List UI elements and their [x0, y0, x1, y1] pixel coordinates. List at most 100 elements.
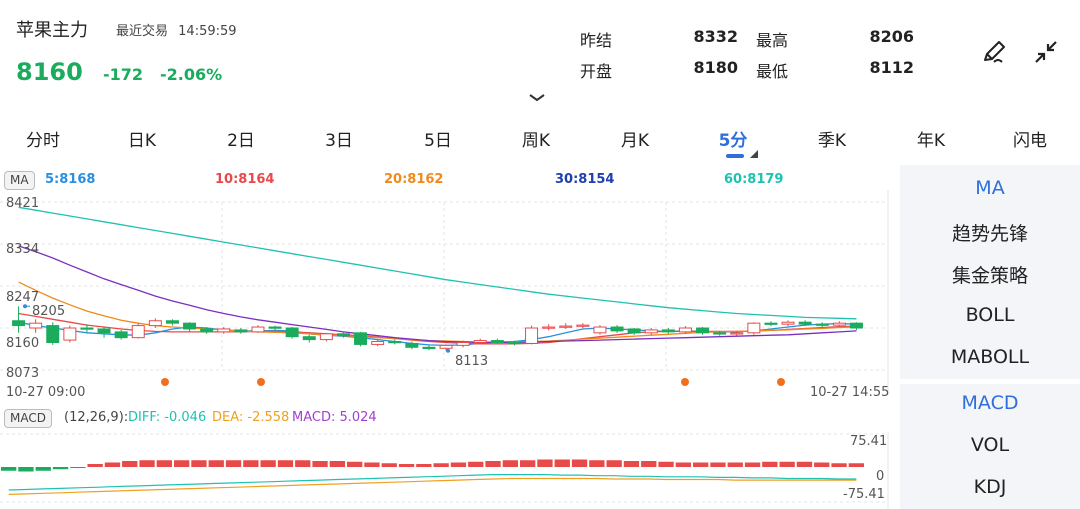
macd-bar	[433, 463, 449, 467]
macd-axis-bottom: -75.41	[843, 487, 885, 502]
candle[interactable]	[80, 324, 94, 333]
candle[interactable]	[456, 340, 470, 348]
tab-7[interactable]: 5分	[718, 131, 748, 151]
collapse-arrows-icon[interactable]	[1028, 34, 1064, 70]
candle[interactable]	[490, 338, 504, 345]
indicator-boll[interactable]: BOLL	[965, 304, 1015, 326]
macd-chart[interactable]	[0, 432, 895, 509]
indicator-vol[interactable]: VOL	[970, 434, 1010, 456]
candle[interactable]	[354, 331, 368, 347]
stat-value-prev-settle: 8332	[693, 27, 738, 46]
candle[interactable]	[593, 325, 607, 335]
candle[interactable]	[439, 344, 453, 351]
candle[interactable]	[114, 329, 128, 340]
tab-4[interactable]: 5日	[424, 131, 452, 151]
event-dot[interactable]	[257, 378, 265, 386]
event-dot[interactable]	[777, 378, 785, 386]
macd-bar	[381, 463, 397, 467]
candle[interactable]	[388, 339, 402, 345]
candle[interactable]	[165, 319, 179, 326]
macd-bar	[156, 460, 172, 467]
tab-6[interactable]: 月K	[620, 131, 650, 151]
candle[interactable]	[644, 328, 658, 335]
indicator-trend-pioneer[interactable]: 趋势先锋	[951, 223, 1028, 245]
macd-bar	[347, 461, 363, 467]
stat-label-open: 开盘	[580, 62, 613, 81]
indicator-panel	[900, 165, 1080, 509]
event-dot[interactable]	[161, 378, 169, 386]
tab-2[interactable]: 2日	[227, 131, 255, 151]
candle[interactable]	[661, 328, 675, 334]
macd-bar	[796, 461, 813, 467]
candle[interactable]	[302, 334, 316, 343]
ma-badge[interactable]: MA	[4, 171, 35, 190]
tab-0[interactable]: 分时	[26, 131, 60, 151]
draw-pen-icon[interactable]	[976, 34, 1012, 70]
candle[interactable]	[696, 327, 710, 335]
candle[interactable]	[183, 322, 197, 332]
candle[interactable]	[285, 327, 299, 339]
last-price: 8160	[16, 58, 83, 86]
candle[interactable]	[371, 339, 385, 347]
tab-dropdown-icon[interactable]	[750, 143, 758, 162]
panel-divider	[900, 379, 1080, 384]
tab-1[interactable]: 日K	[127, 131, 157, 151]
candle[interactable]	[29, 319, 43, 333]
candle[interactable]	[268, 325, 282, 330]
chevron-down-icon[interactable]	[529, 88, 545, 107]
candlestick-chart[interactable]	[0, 190, 895, 405]
candle[interactable]	[336, 331, 350, 338]
candle[interactable]	[542, 324, 556, 331]
candle[interactable]	[627, 328, 641, 335]
candle[interactable]	[713, 330, 727, 336]
candle[interactable]	[747, 322, 761, 335]
dea-line	[8, 477, 857, 495]
indicator-macd[interactable]: MACD	[961, 392, 1019, 414]
candle[interactable]	[46, 322, 60, 345]
candle[interactable]	[832, 321, 846, 328]
macd-bar	[243, 460, 259, 467]
candle[interactable]	[781, 320, 795, 327]
indicator-maboll[interactable]: MABOLL	[950, 346, 1030, 368]
candle[interactable]	[234, 328, 248, 334]
ma-value-3: 30:8154	[555, 172, 615, 187]
price-axis-label: 8334	[6, 242, 40, 257]
tab-9[interactable]: 年K	[916, 131, 946, 151]
macd-bar	[623, 461, 640, 467]
candle[interactable]	[97, 327, 111, 338]
candle[interactable]	[507, 340, 521, 346]
candle[interactable]	[730, 330, 744, 336]
candle[interactable]	[473, 338, 487, 345]
candle[interactable]	[63, 325, 77, 343]
event-dot[interactable]	[681, 378, 689, 386]
tab-8[interactable]: 季K	[817, 131, 847, 151]
candle[interactable]	[525, 325, 539, 345]
indicator-gold-strategy[interactable]: 集金策略	[951, 265, 1028, 287]
candle[interactable]	[610, 325, 624, 333]
candle[interactable]	[576, 323, 590, 328]
candle[interactable]	[217, 327, 231, 334]
candle[interactable]	[849, 322, 863, 330]
macd-badge[interactable]: MACD	[4, 409, 52, 428]
candle[interactable]	[200, 327, 214, 334]
indicator-kdj[interactable]: KDJ	[973, 476, 1007, 498]
candle[interactable]	[815, 322, 829, 328]
candle[interactable]	[148, 318, 162, 328]
indicator-ma[interactable]: MA	[975, 177, 1005, 199]
candle[interactable]	[764, 321, 778, 327]
candle[interactable]	[131, 323, 145, 339]
candle[interactable]	[405, 341, 419, 350]
tab-5[interactable]: 周K	[521, 131, 551, 151]
time-axis-end: 10-27 14:55	[810, 385, 890, 400]
tab-10[interactable]: 闪电	[1013, 131, 1047, 151]
candle[interactable]	[798, 320, 812, 327]
candle[interactable]	[251, 325, 265, 333]
candle[interactable]	[559, 323, 573, 329]
candle[interactable]	[319, 332, 333, 342]
tab-3[interactable]: 3日	[325, 131, 353, 151]
candle[interactable]	[422, 345, 436, 351]
candle[interactable]	[12, 306, 26, 333]
candle[interactable]	[678, 326, 692, 334]
macd-params: (12,26,9):	[64, 410, 129, 425]
ma-line-MA60	[18, 206, 857, 320]
